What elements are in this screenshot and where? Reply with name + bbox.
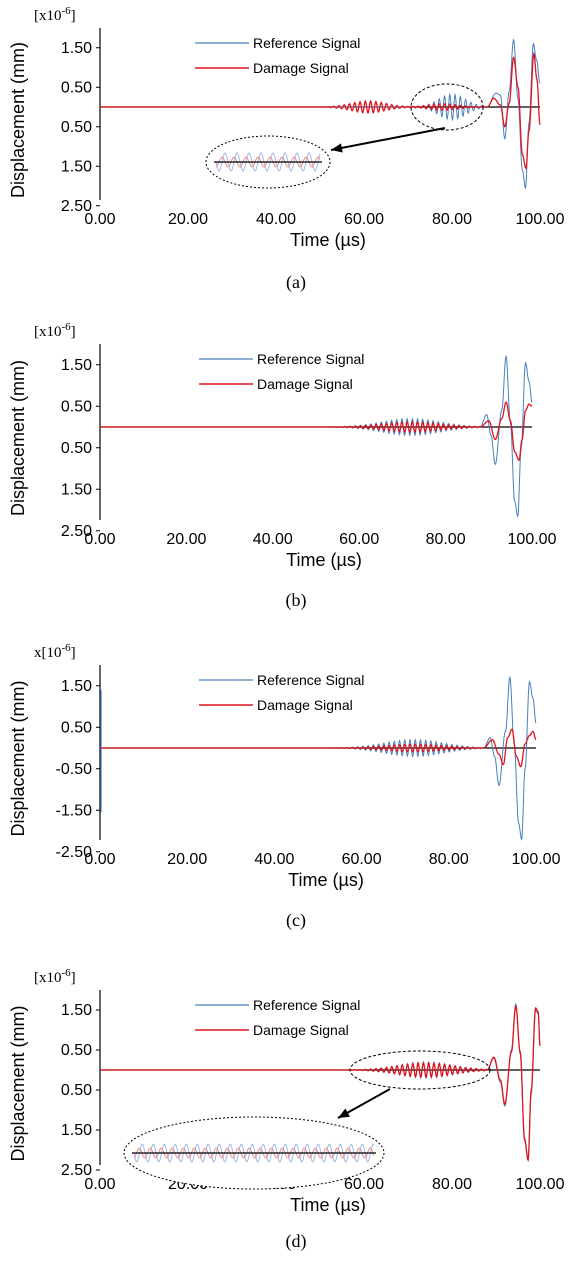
y-tick-label: 1.50 — [61, 40, 92, 57]
legend-label-reference: Reference Signal — [257, 672, 364, 688]
inset-wave-damage — [215, 156, 321, 168]
x-axis-label: Time (µs) — [286, 550, 362, 570]
legend-label-damage: Damage Signal — [253, 1022, 349, 1038]
y-tick-label: 2.50 — [61, 1162, 92, 1179]
inset-wave-reference — [133, 1143, 375, 1163]
y-tick-label: 1.50 — [61, 357, 92, 374]
x-tick-label: 60.00 — [342, 851, 382, 868]
zoom-source-ellipse — [349, 1050, 491, 1090]
x-tick-label: 0.00 — [84, 851, 115, 868]
y-tick-label: 1.50 — [61, 158, 92, 175]
unit-label: [x10-6] — [34, 967, 76, 986]
legend-label-reference: Reference Signal — [253, 35, 360, 51]
x-tick-label: 40.00 — [256, 211, 296, 228]
series-line-damage — [100, 51, 541, 170]
x-tick-label: 80.00 — [429, 851, 469, 868]
unit-label: x[10-6] — [34, 642, 76, 661]
y-tick-label: -1.50 — [56, 802, 93, 819]
y-tick-label: 0.50 — [61, 119, 92, 136]
y-tick-label: 1.50 — [61, 481, 92, 498]
x-tick-label: 40.00 — [253, 531, 293, 548]
y-tick-label: 0.50 — [61, 79, 92, 96]
x-tick-label: 80.00 — [432, 1176, 472, 1193]
y-axis-label: Displacement (mm) — [8, 42, 28, 198]
x-tick-label: 60.00 — [344, 1176, 384, 1193]
x-tick-label: 20.00 — [166, 531, 206, 548]
y-tick-label: 1.50 — [61, 678, 92, 695]
legend-label-damage: Damage Signal — [253, 60, 349, 76]
inset-wave-reference — [215, 152, 321, 172]
legend-label-reference: Reference Signal — [257, 351, 364, 367]
y-tick-label: 0.50 — [61, 398, 92, 415]
zoom-arrow — [330, 127, 446, 151]
series-line-damage — [100, 1004, 541, 1162]
x-tick-label: 100.00 — [516, 1176, 565, 1193]
inset-wave-damage — [133, 1147, 375, 1159]
x-tick-label: 100.00 — [512, 851, 561, 868]
chart-panel-d: 1.500.500.501.502.500.0020.0040.0060.008… — [8, 967, 565, 1252]
series-line-damage — [100, 401, 533, 462]
panel-caption: (b) — [286, 590, 307, 611]
x-tick-label: 100.00 — [508, 531, 557, 548]
x-tick-label: 0.00 — [84, 531, 115, 548]
y-tick-label: 2.50 — [61, 523, 92, 540]
x-axis-label: Time (µs) — [290, 230, 366, 250]
x-tick-label: 20.00 — [167, 851, 207, 868]
chart-panel-c: 1.50 0.50 -0.50 -1.50 -2.500.00 20.00 40.00 60.… — [8, 642, 561, 931]
x-axis-label: Time (µs) — [288, 870, 364, 890]
zoom-arrow-head — [331, 143, 343, 153]
x-tick-label: 0.00 — [84, 211, 115, 228]
x-tick-label: 80.00 — [432, 211, 472, 228]
legend-label-damage: Damage Signal — [257, 376, 353, 392]
x-axis-label: Time (µs) — [290, 1195, 366, 1215]
zoom-source-ellipse — [410, 83, 484, 131]
y-tick-label: 0.50 — [61, 719, 92, 736]
chart-panel-b: 1.50 0.50 0.50 1.50 2.500.00 20.00 40.00 60.00 8… — [8, 321, 557, 611]
y-tick-label: 1.50 — [61, 1002, 92, 1019]
y-tick-label: -2.50 — [56, 844, 93, 861]
panel-caption: (c) — [286, 910, 306, 931]
x-tick-label: 40.00 — [254, 851, 294, 868]
legend-label-damage: Damage Signal — [257, 697, 353, 713]
x-tick-label: 100.00 — [516, 211, 565, 228]
x-tick-label: 60.00 — [344, 211, 384, 228]
x-tick-label: 0.00 — [84, 1176, 115, 1193]
chart-panel-a: 1.50 0.50 0.50 1.50 2.500.00 20.00 40.00 60.00 8… — [8, 5, 565, 293]
y-axis-label: Displacement (mm) — [8, 680, 28, 836]
unit-label: [x10-6] — [34, 321, 76, 340]
x-tick-label: 20.00 — [168, 211, 208, 228]
panel-caption: (a) — [286, 272, 306, 293]
y-tick-label: 0.50 — [61, 1042, 92, 1059]
zoom-arrow-head — [338, 1108, 350, 1118]
y-tick-label: -0.50 — [56, 761, 93, 778]
unit-label: [x10-6] — [34, 5, 76, 24]
y-tick-label: 2.50 — [61, 198, 92, 215]
y-tick-label: 1.50 — [61, 1122, 92, 1139]
y-axis-label: Displacement (mm) — [8, 360, 28, 516]
series-line-damage — [100, 728, 537, 768]
y-axis-label: Displacement (mm) — [8, 1005, 28, 1161]
x-tick-label: 60.00 — [339, 531, 379, 548]
legend-label-reference: Reference Signal — [253, 997, 360, 1013]
y-tick-label: 0.50 — [61, 1082, 92, 1099]
x-tick-label: 80.00 — [426, 531, 466, 548]
y-tick-label: 0.50 — [61, 440, 92, 457]
panel-caption: (d) — [286, 1231, 307, 1252]
